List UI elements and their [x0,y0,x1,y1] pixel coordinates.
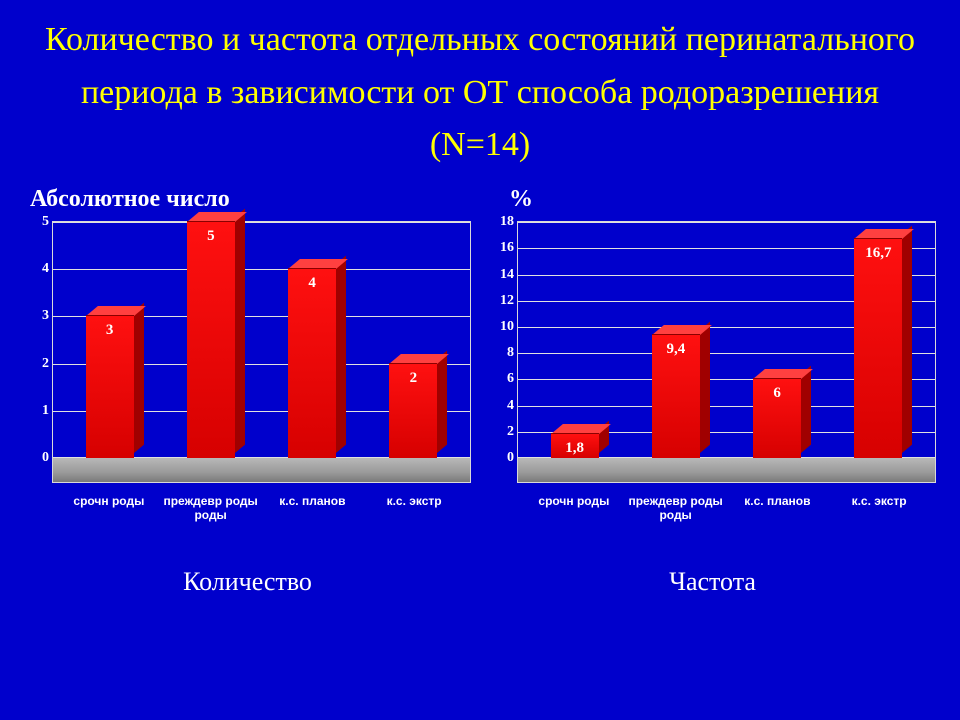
bar-side [437,350,447,453]
x-label: к.с. планов [727,495,829,523]
y-tick: 14 [492,267,514,283]
chart-freq: % 1,8 9,4 6 16,7 0 2 4 6 8 10 12 14 16 18 срочн роды… [489,182,936,597]
xlabels-freq: срочн родыпреждевр роды родык.с. плановк… [517,493,936,523]
chart-title-count: Абсолютное число [30,186,471,213]
y-tick: 4 [492,398,514,414]
chart-count: Абсолютное число 3 5 4 2 0 1 2 3 4 5 срочн родып… [24,182,471,597]
plot-freq: 1,89,4616,7 024681012141618 [517,221,936,483]
bar-front [854,238,902,458]
chart-title-freq: % [509,186,936,213]
subtitle-freq: Частота [489,567,936,597]
floor-count [53,457,470,482]
bars-freq: 1,8 9,4 6 16,7 [518,222,935,458]
x-label: срочн роды [523,495,625,523]
bar-value-label: 3 [86,322,134,339]
y-tick: 16 [492,240,514,256]
bars-count: 3 5 4 2 [53,222,470,458]
y-tick: 18 [492,214,514,230]
bar-side [235,209,245,453]
xlabels-count: срочн родыпреждевр роды родык.с. плановк… [52,493,471,523]
bar: 2 [389,364,437,458]
bar-value-label: 16,7 [854,245,902,262]
x-label: срочн роды [58,495,160,523]
bar: 3 [86,316,134,458]
y-tick: 6 [492,371,514,387]
y-tick: 5 [27,214,49,230]
y-tick: 4 [27,261,49,277]
bar-side [336,256,346,453]
y-tick: 2 [27,356,49,372]
bar-side [700,321,710,453]
y-tick: 8 [492,345,514,361]
bar-front [187,221,235,458]
bar-value-label: 1,8 [551,440,599,457]
y-tick: 3 [27,308,49,324]
floor-freq [518,457,935,482]
bar: 16,7 [854,239,902,458]
bar: 5 [187,222,235,458]
y-tick: 1 [27,403,49,419]
x-label: преждевр роды роды [160,495,262,523]
bar-value-label: 5 [187,228,235,245]
x-label: преждевр роды роды [625,495,727,523]
y-tick: 10 [492,319,514,335]
subtitle-count: Количество [24,567,471,597]
bar-value-label: 4 [288,275,336,292]
y-tick: 0 [492,450,514,466]
bar: 9,4 [652,335,700,458]
plot-count: 3542 012345 [52,221,471,483]
x-label: к.с. экстр [828,495,930,523]
y-tick: 12 [492,293,514,309]
bar-side [134,303,144,453]
bar: 6 [753,379,801,458]
bar-front [288,268,336,458]
chart-row: Абсолютное число 3542 012345 срочн родып… [0,182,960,597]
bar-value-label: 6 [753,385,801,402]
bar-value-label: 9,4 [652,341,700,358]
bar-side [801,366,811,453]
x-label: к.с. экстр [363,495,465,523]
y-tick: 0 [27,450,49,466]
slide-title: Количество и частота отдельных состояний… [0,0,960,182]
bar-side [902,226,912,453]
y-tick: 2 [492,424,514,440]
x-label: к.с. планов [262,495,364,523]
bar-value-label: 2 [389,370,437,387]
bar: 4 [288,269,336,458]
bar: 1,8 [551,434,599,458]
